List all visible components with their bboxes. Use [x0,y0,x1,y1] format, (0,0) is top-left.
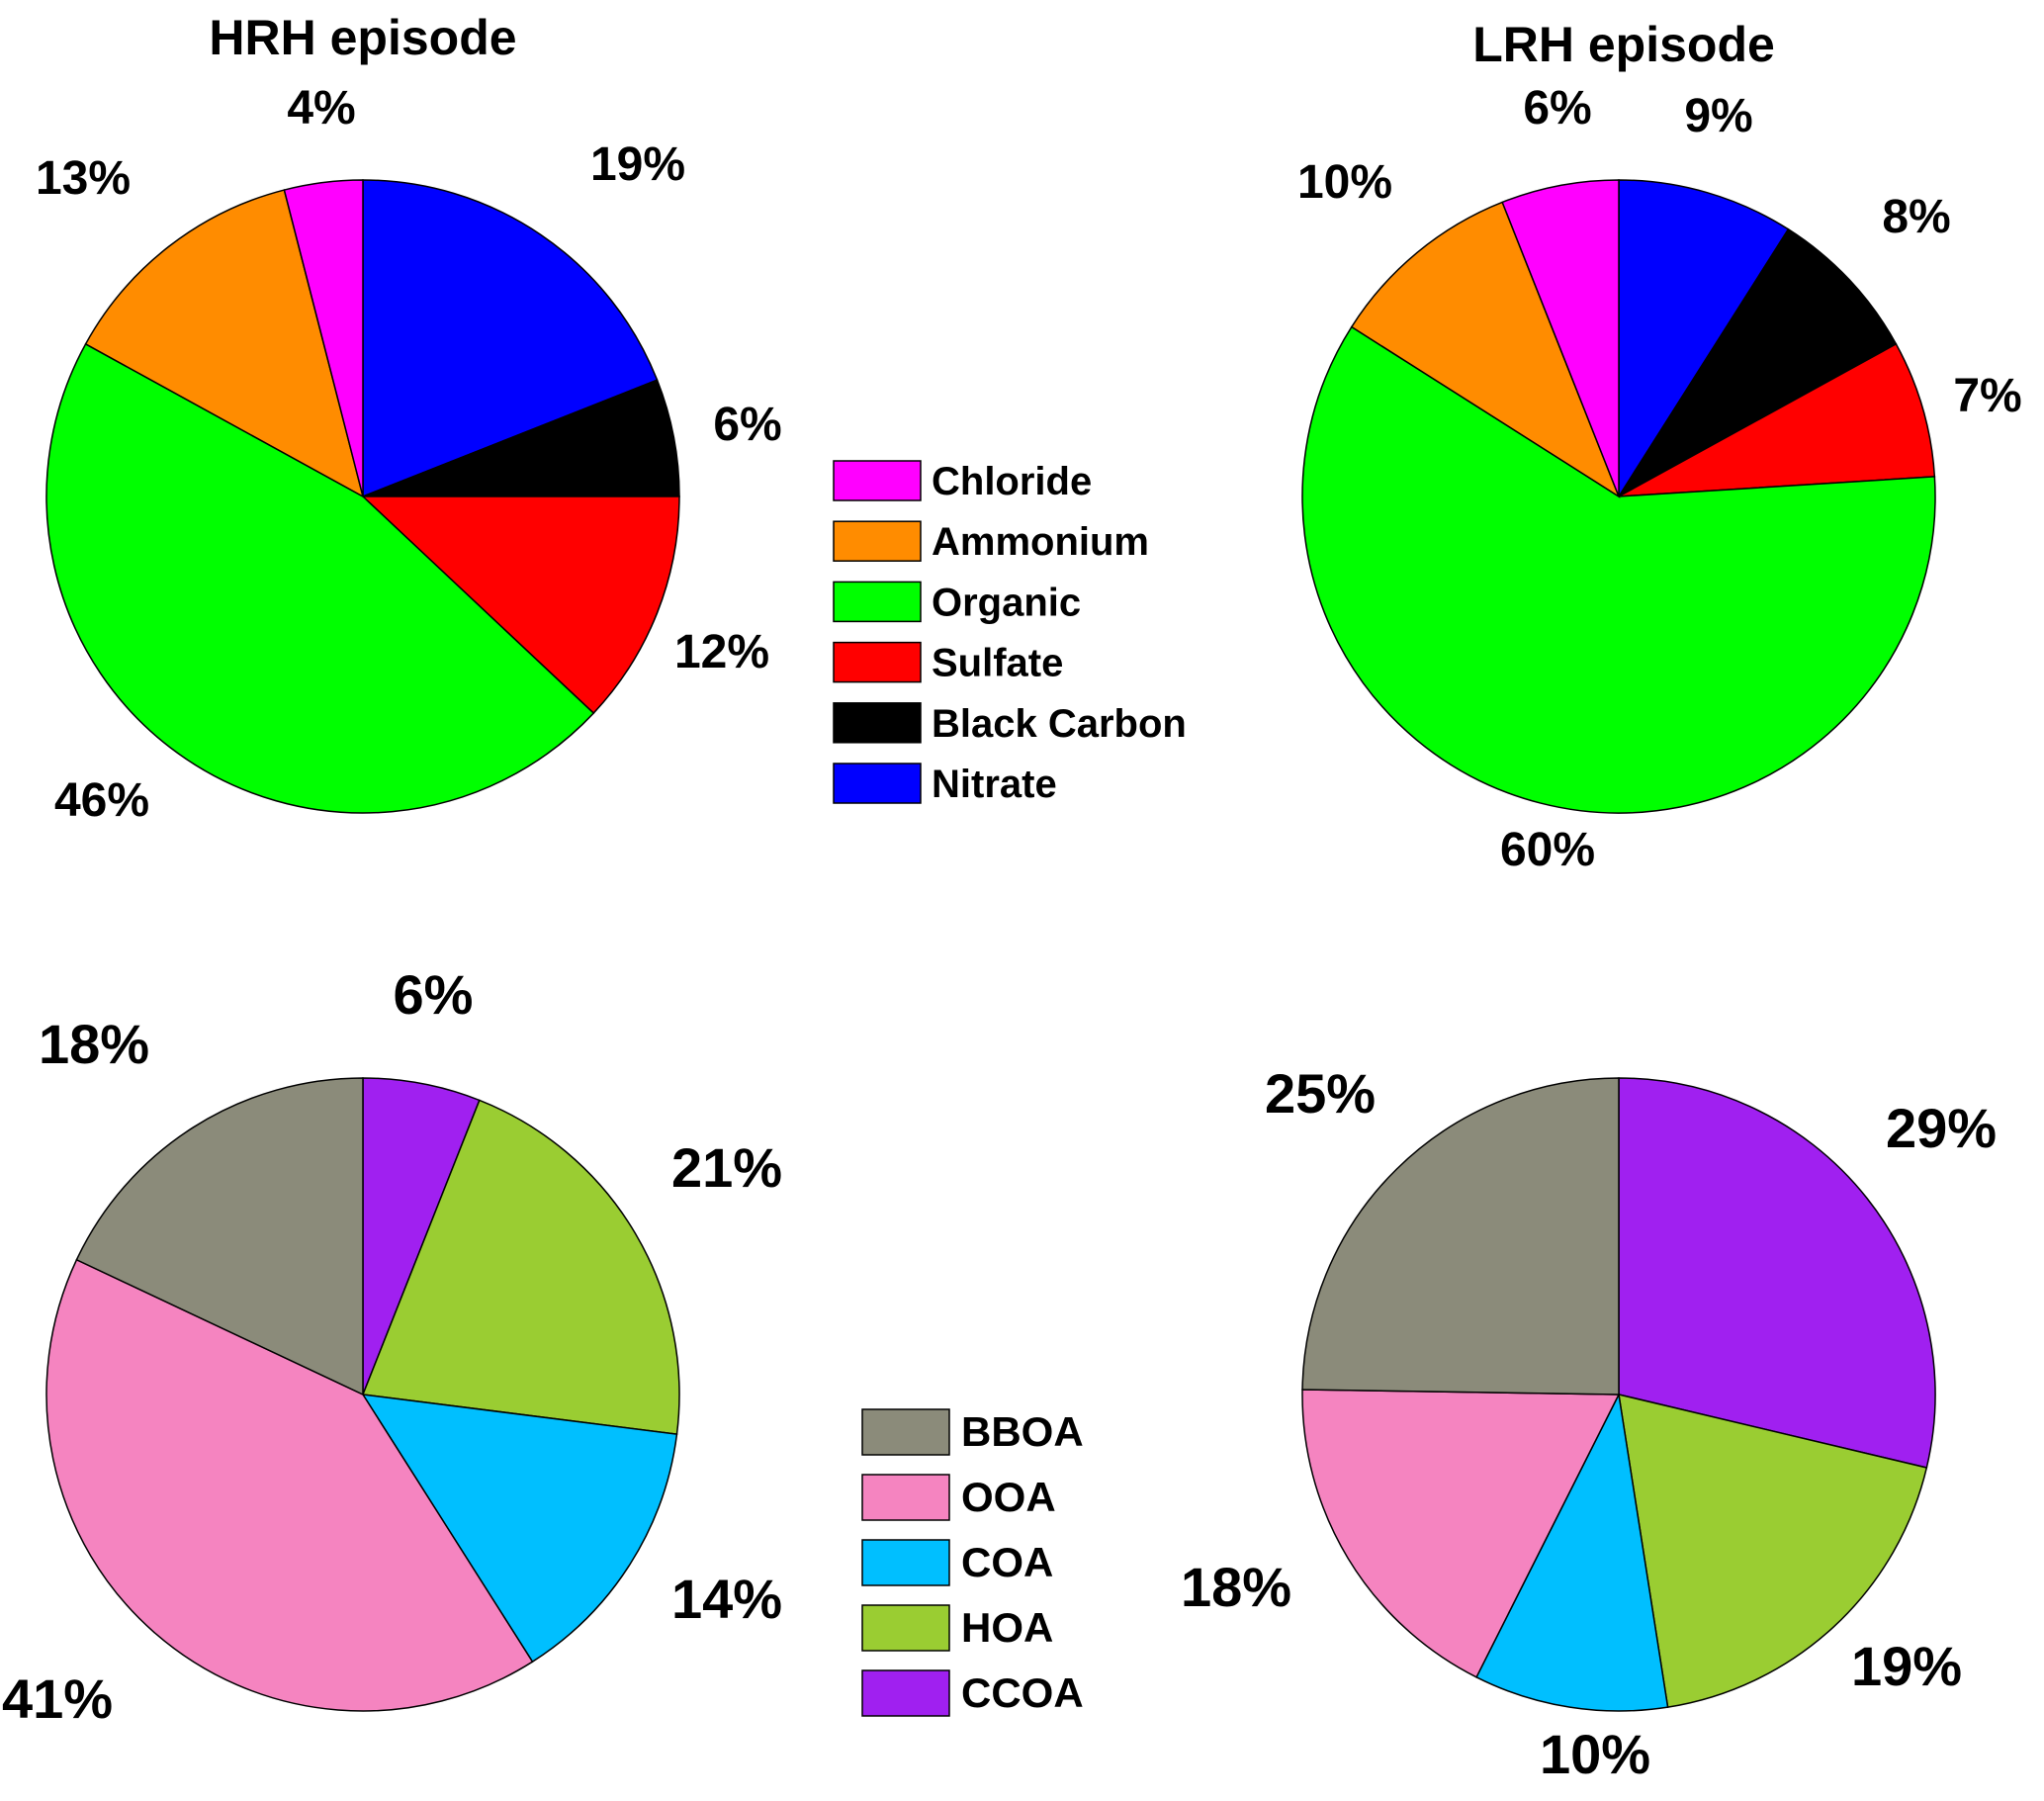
pie-2-slice-bboa [75,1077,364,1396]
pie-3-slice-ccoa [1618,1077,1936,1469]
pie-3-label-bboa: 25% [1265,1062,1376,1125]
pie-2-label-ooa: 41% [2,1667,113,1730]
legend-label-coa: COA [961,1539,1053,1585]
legend-label-ammonium: Ammonium [932,520,1149,564]
pie-2-label-coa: 14% [671,1568,782,1630]
legend-swatch-nitrate [833,763,922,804]
chart-title-lrh: LRH episode [1472,17,1775,72]
legend-label-organic: Organic [932,581,1081,624]
pie-0-label-black-carbon: 6% [713,399,781,451]
pie-0-slice-ammonium [84,189,365,498]
pie-0-label-sulfate: 12% [674,626,769,678]
pie-3-slice-bboa [1301,1077,1620,1396]
pie-0-slice-nitrate [362,179,659,498]
legend-swatch-ammonium [833,520,922,562]
legend-swatch-bboa [861,1408,950,1456]
legend-swatch-sulfate [833,641,922,683]
legend-label-nitrate: Nitrate [932,763,1057,806]
pie-0-label-organic: 46% [54,774,149,827]
pie-1-label-sulfate: 7% [1953,370,2021,422]
pie-2-label-bboa: 18% [39,1013,149,1075]
pie-1-label-chloride: 6% [1523,82,1591,135]
pie-1-slice-black-carbon [1618,227,1898,497]
pie-1-slice-organic [1301,325,1936,814]
pie-1-slice-sulfate [1618,342,1936,497]
legend-swatch-organic [833,581,922,623]
pie-2-slice-hoa [361,1099,680,1435]
pie-1-label-black-carbon: 8% [1882,191,1950,243]
legend-label-ooa: OOA [961,1474,1056,1520]
legend-swatch-chloride [833,460,922,501]
pie-2-label-ccoa: 6% [394,963,474,1026]
pie-1-label-nitrate: 9% [1684,90,1752,142]
pie-3-label-coa: 10% [1540,1723,1650,1785]
pie-3-slice-coa [1475,1392,1669,1712]
legend-swatch-ccoa [861,1669,950,1717]
pie-2-slice-coa [361,1394,678,1664]
chart-title-hrh: HRH episode [209,10,516,65]
pie-1-slice-nitrate [1618,179,1790,499]
pie-3-slice-ooa [1301,1389,1621,1678]
pie-1-slice-ammonium [1350,201,1621,498]
pie-2-slice-ooa [45,1258,534,1712]
legend-group: Chloride Ammonium Organic Sulfate Black Carb… [833,460,1187,1717]
legend-label-sulfate: Sulfate [932,642,1063,685]
pie-0-label-ammonium: 13% [36,152,131,205]
pie-0-slice-chloride [283,179,364,497]
pie-3-slice-hoa [1618,1394,1928,1708]
legend-label-bboa: BBOA [961,1408,1084,1455]
pie-0-slice-organic [45,342,595,814]
legend-swatch-coa [861,1539,950,1586]
legend-swatch-ooa [861,1474,950,1521]
pie-0-label-chloride: 4% [287,82,355,135]
pie-1-label-organic: 60% [1500,824,1595,876]
pie-3-label-ccoa: 29% [1886,1097,1997,1159]
legend-swatch-hoa [861,1604,950,1652]
legend-label-chloride: Chloride [932,460,1092,503]
pie-0-slice-black-carbon [362,379,680,497]
legend-swatch-black-carbon [833,702,922,744]
pie-group: 19% 6% 12% 46% 13% 4% 9% 8% 7% 60% 10% 6% 6% 21% 14% 41… [2,82,2022,1785]
pie-3-label-ooa: 18% [1181,1556,1291,1618]
pie-0-label-nitrate: 19% [590,138,685,191]
legend-label-ccoa: CCOA [961,1669,1084,1716]
legend-label-black-carbon: Black Carbon [932,702,1187,746]
pie-1-label-ammonium: 10% [1297,156,1392,209]
pie-0-slice-sulfate [361,495,680,715]
pie-2-label-hoa: 21% [671,1136,782,1199]
legend-label-hoa: HOA [961,1604,1053,1651]
pie-2-slice-ccoa [362,1077,481,1396]
pie-1-slice-chloride [1501,179,1620,497]
pie-3-label-hoa: 19% [1851,1635,1962,1697]
